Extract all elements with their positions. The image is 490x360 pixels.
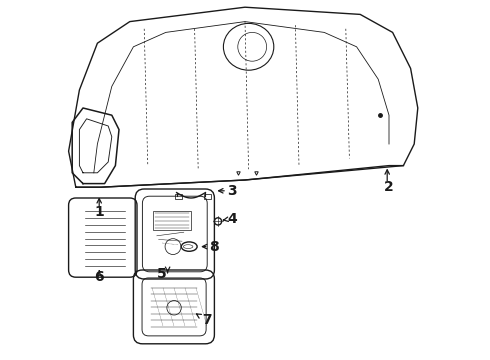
- Text: 5: 5: [157, 267, 167, 280]
- Text: 7: 7: [202, 314, 212, 327]
- Text: 2: 2: [384, 180, 394, 194]
- Text: 1: 1: [95, 206, 104, 219]
- Bar: [175, 194, 182, 199]
- Text: 6: 6: [95, 270, 104, 284]
- Text: 4: 4: [227, 212, 237, 226]
- Bar: [204, 194, 211, 199]
- Text: 3: 3: [227, 184, 237, 198]
- Bar: [153, 211, 191, 230]
- Text: 8: 8: [210, 240, 220, 253]
